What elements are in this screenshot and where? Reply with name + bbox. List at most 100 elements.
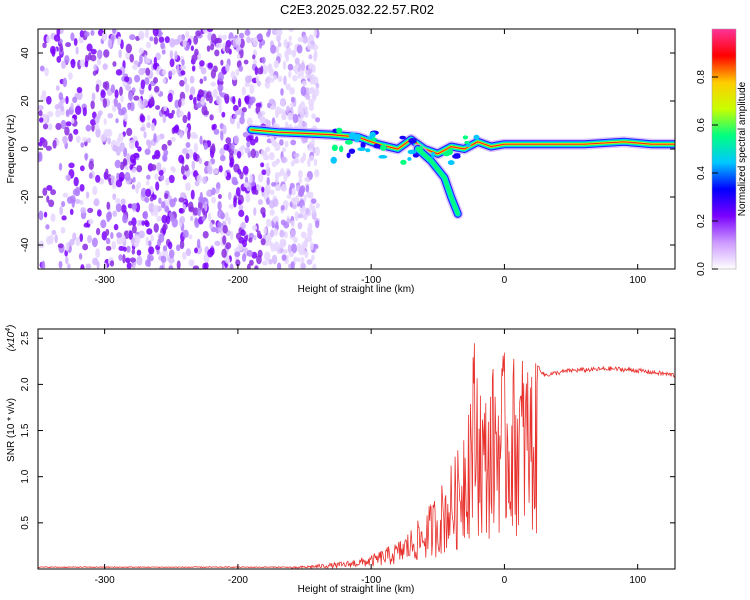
ridge-blob [473, 134, 480, 140]
noise-speckle [45, 145, 52, 151]
noise-speckle [298, 178, 303, 184]
noise-speckle [150, 96, 155, 106]
noise-speckle [116, 236, 123, 245]
noise-speckle [79, 165, 85, 172]
noise-speckle [61, 215, 67, 221]
noise-speckle [67, 263, 71, 269]
noise-speckle [129, 164, 134, 170]
noise-speckle [155, 135, 161, 142]
noise-speckle [182, 229, 189, 238]
noise-speckle [238, 32, 245, 39]
noise-speckle [300, 256, 305, 264]
noise-speckle [313, 29, 318, 37]
noise-speckle [125, 257, 131, 264]
noise-speckle [257, 173, 264, 183]
noise-speckle [215, 42, 222, 49]
ridge-blob [412, 153, 419, 158]
noise-speckle [95, 127, 101, 138]
noise-speckle [291, 187, 296, 196]
noise-speckle [229, 157, 235, 166]
noise-speckle [305, 94, 311, 100]
noise-speckle [164, 36, 170, 44]
noise-speckle [279, 248, 284, 254]
noise-speckle [236, 121, 241, 130]
noise-speckle [84, 60, 89, 68]
noise-speckle [193, 142, 199, 153]
noise-speckle [160, 201, 166, 209]
noise-speckle [162, 114, 167, 124]
ridge-blob [453, 153, 461, 157]
noise-speckle [115, 69, 123, 76]
noise-speckle [269, 209, 275, 216]
noise-speckle [179, 91, 186, 101]
noise-speckle [39, 65, 45, 72]
noise-speckle [232, 96, 236, 105]
noise-speckle [260, 162, 265, 168]
noise-speckle [280, 205, 285, 211]
noise-speckle [221, 111, 226, 118]
noise-speckle [232, 75, 238, 81]
noise-speckle [75, 186, 81, 197]
noise-speckle [158, 36, 165, 43]
noise-speckle [159, 265, 164, 269]
noise-speckle [246, 36, 251, 44]
noise-speckle [222, 34, 227, 41]
ridge-blob [462, 135, 469, 140]
noise-speckle [272, 198, 279, 208]
noise-speckle [300, 86, 307, 97]
noise-speckle [253, 59, 258, 65]
noise-speckle [116, 172, 120, 181]
noise-speckle [137, 98, 143, 109]
ridge-blob [407, 149, 416, 155]
noise-speckle [115, 197, 121, 205]
noise-speckle [188, 201, 194, 212]
noise-speckle [301, 138, 308, 144]
noise-speckle [233, 135, 240, 145]
ridge-blob [360, 141, 366, 149]
noise-speckle [210, 69, 217, 79]
ridge-blob [431, 151, 436, 158]
noise-speckle [168, 249, 175, 259]
noise-speckle [42, 187, 48, 196]
noise-speckle [297, 222, 303, 230]
noise-speckle [297, 108, 302, 115]
noise-speckle [244, 147, 251, 154]
noise-speckle [131, 217, 137, 227]
noise-speckle [65, 242, 69, 252]
noise-speckle [281, 115, 287, 121]
noise-speckle [254, 265, 259, 269]
noise-speckle [162, 69, 167, 76]
noise-speckle [261, 56, 266, 64]
noise-speckle [189, 94, 193, 101]
noise-speckle [279, 139, 284, 146]
noise-speckle [199, 89, 205, 96]
noise-speckle [64, 126, 70, 136]
noise-speckle [300, 70, 304, 77]
noise-speckle [148, 202, 155, 213]
noise-speckle [195, 30, 202, 37]
noise-speckle [220, 59, 224, 66]
noise-speckle [78, 35, 84, 44]
snr-y-label: SNR (10 * v/v) [6, 398, 17, 462]
noise-speckle [119, 141, 125, 152]
noise-speckle [297, 257, 301, 263]
noise-speckle [235, 259, 241, 267]
noise-speckle [269, 241, 273, 248]
noise-speckle [308, 222, 313, 229]
noise-speckle [272, 216, 278, 222]
noise-speckle [162, 245, 168, 252]
noise-speckle [251, 224, 258, 231]
noise-speckle [210, 43, 215, 51]
ridge-blob [373, 143, 381, 149]
noise-speckle [65, 174, 71, 181]
noise-speckle [311, 198, 317, 204]
noise-speckle [280, 156, 287, 164]
noise-speckle [160, 41, 165, 50]
ridge-blob [380, 144, 387, 151]
noise-speckle [144, 148, 151, 156]
noise-speckle [255, 75, 260, 84]
noise-speckle [105, 245, 112, 251]
noise-speckle [214, 49, 220, 57]
noise-speckle [265, 218, 272, 228]
noise-speckle [207, 249, 214, 258]
